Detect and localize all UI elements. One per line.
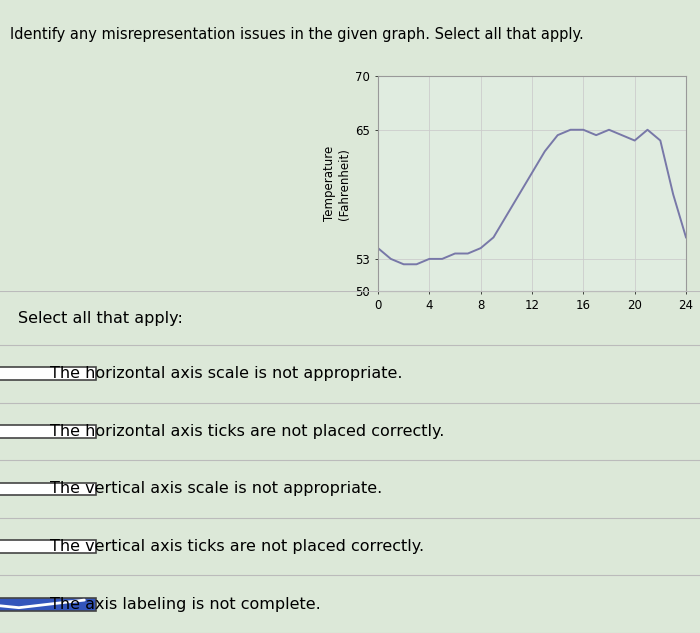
Text: The vertical axis scale is not appropriate.: The vertical axis scale is not appropria…: [50, 482, 383, 496]
Text: Identify any misrepresentation issues in the given graph. Select all that apply.: Identify any misrepresentation issues in…: [10, 27, 584, 42]
Text: Select all that apply:: Select all that apply:: [18, 311, 183, 325]
Text: The horizontal axis scale is not appropriate.: The horizontal axis scale is not appropr…: [50, 367, 403, 381]
Text: The axis labeling is not complete.: The axis labeling is not complete.: [50, 597, 321, 611]
Bar: [0, 598, 96, 611]
Y-axis label: Temperature
(Fahrenheit): Temperature (Fahrenheit): [323, 146, 351, 221]
Text: The horizontal axis ticks are not placed correctly.: The horizontal axis ticks are not placed…: [50, 424, 444, 439]
Bar: [0, 482, 96, 496]
Bar: [0, 425, 96, 438]
Bar: [0, 540, 96, 553]
Text: The vertical axis ticks are not placed correctly.: The vertical axis ticks are not placed c…: [50, 539, 424, 554]
Bar: [0, 367, 96, 380]
